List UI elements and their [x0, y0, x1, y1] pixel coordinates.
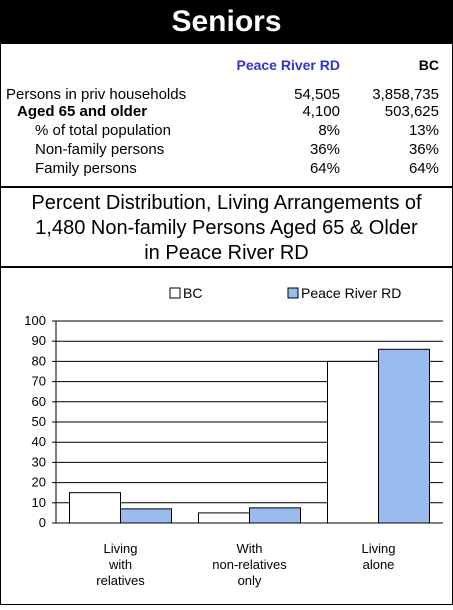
bar-peace-river-rd	[120, 508, 172, 524]
chart-bars	[69, 348, 430, 524]
bar-chart: BC Peace River RD 0 10 20 30 40 50 60 70 80 90 100 …	[0, 268, 453, 605]
bar-peace-river-rd	[249, 507, 301, 524]
row-label: Non-family persons	[35, 141, 165, 158]
x-category-label-line: Living	[362, 541, 396, 556]
y-tick-label: 10	[32, 495, 46, 510]
row-value-bc: 503,625	[384, 103, 439, 120]
row-value-bc: 36%	[408, 141, 439, 158]
x-category-label-line: with	[108, 557, 132, 572]
y-tick-label: 100	[24, 313, 46, 328]
x-category-label-line: non-relatives	[212, 557, 287, 572]
table-row: Aged 65 and older 4,100 503,625	[0, 103, 453, 121]
chart-title-line: Percent Distribution, Living Arrangement…	[31, 192, 422, 214]
col-header-bc: BC	[418, 57, 439, 73]
row-value-bc: 3,858,735	[372, 86, 439, 103]
legend-swatch	[287, 287, 299, 299]
chart-title-line: in Peace River RD	[144, 242, 309, 264]
table-row: Non-family persons 36% 36%	[0, 141, 453, 159]
bar-peace-river-rd	[378, 348, 430, 524]
y-tick-label: 30	[32, 454, 46, 469]
x-category-label-line: Living	[104, 541, 138, 556]
table-row: Persons in priv households 54,505 3,858,…	[0, 86, 453, 104]
bar-bc	[327, 360, 379, 524]
table-row: % of total population 8% 13%	[0, 122, 453, 140]
y-tick-label: 90	[32, 333, 46, 348]
legend-swatch	[169, 287, 181, 299]
x-category-label-line: only	[238, 573, 262, 588]
row-value-peace-river: 4,100	[302, 103, 340, 120]
x-category-label: Living alone	[362, 541, 396, 572]
x-category-label: With non-relatives only	[212, 541, 287, 588]
section-divider	[0, 266, 453, 268]
stats-table: Peace River RD BC Persons in priv househ…	[0, 44, 453, 186]
y-tick-label: 20	[32, 475, 46, 490]
row-value-peace-river: 64%	[309, 160, 340, 177]
row-label: % of total population	[35, 122, 171, 139]
col-header-peace-river: Peace River RD	[236, 57, 340, 73]
legend-label: BC	[183, 285, 202, 301]
row-label: Family persons	[35, 160, 137, 177]
x-category-label-line: With	[237, 541, 263, 556]
bar-bc	[69, 492, 121, 524]
row-value-peace-river: 8%	[318, 122, 340, 139]
row-value-peace-river: 54,505	[294, 86, 340, 103]
x-category-label-line: relatives	[96, 573, 145, 588]
row-label: Aged 65 and older	[17, 103, 148, 120]
chart-title: Percent Distribution, Living Arrangement…	[0, 188, 453, 266]
row-value-peace-river: 36%	[309, 141, 340, 158]
y-tick-label: 50	[32, 414, 46, 429]
page-title: Seniors	[0, 0, 453, 44]
section-divider	[0, 186, 453, 188]
chart-title-line: 1,480 Non-family Persons Aged 65 & Older	[35, 217, 418, 239]
x-category-label-line: alone	[363, 557, 395, 572]
y-tick-label: 70	[32, 374, 46, 389]
y-tick-label: 0	[39, 515, 46, 530]
bar-chart-svg: BC Peace River RD 0102030405060708090100 …	[24, 285, 443, 588]
x-category-label: Living with relatives	[96, 541, 145, 588]
legend-label: Peace River RD	[301, 285, 401, 301]
y-tick-label: 60	[32, 394, 46, 409]
chart-legend: BC Peace River RD	[169, 285, 401, 301]
row-value-bc: 13%	[408, 122, 439, 139]
y-tick-label: 40	[32, 434, 46, 449]
row-label: Persons in priv households	[6, 86, 187, 103]
row-value-bc: 64%	[408, 160, 439, 177]
y-tick-label: 80	[32, 353, 46, 368]
table-row: Family persons 64% 64%	[0, 160, 453, 178]
bar-bc	[198, 512, 250, 524]
